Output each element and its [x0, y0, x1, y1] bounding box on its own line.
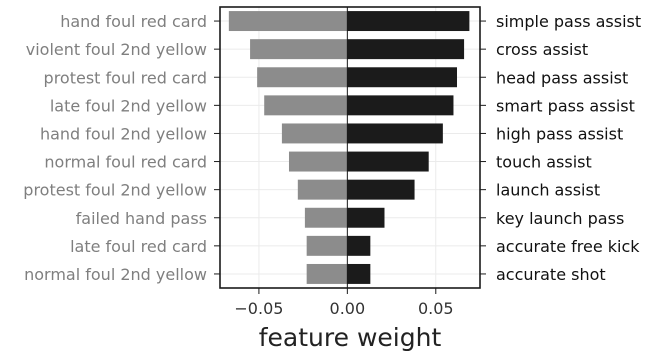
left-tick-label: late foul red card [70, 237, 207, 256]
left-tick-label: protest foul red card [44, 68, 207, 87]
bar-negative [304, 207, 348, 228]
bar-negative [228, 11, 348, 32]
x-tick-label: 0.05 [418, 299, 454, 318]
bar-positive [347, 123, 443, 144]
left-tick-label: hand foul 2nd yellow [40, 124, 207, 143]
bar-negative [250, 39, 348, 60]
left-tick-label: hand foul red card [60, 12, 207, 31]
bar-negative [288, 151, 348, 172]
bar-positive [347, 179, 415, 200]
left-tick-label: failed hand pass [76, 209, 207, 228]
right-tick-label: key launch pass [496, 209, 624, 228]
right-tick-label: accurate shot [496, 265, 606, 284]
plot-frame [219, 6, 481, 289]
bar-negative [257, 67, 348, 88]
x-tick-labels: −0.05 0.00 0.05 [234, 288, 454, 318]
right-tick-label: smart pass assist [496, 96, 635, 115]
left-tick-label: violent foul 2nd yellow [26, 40, 207, 59]
bar-positive [347, 235, 371, 256]
right-tick-label: high pass assist [496, 124, 623, 143]
bar-positive [347, 39, 465, 60]
right-tick-labels: simple pass assist cross assist head pass … [480, 12, 641, 284]
right-tick-label: simple pass assist [496, 12, 641, 31]
left-tick-label: protest foul 2nd yellow [23, 181, 207, 200]
bar-negative [297, 179, 348, 200]
bar-negative [281, 123, 348, 144]
x-tick-label: 0.00 [330, 299, 366, 318]
bars-layer [228, 11, 470, 284]
right-tick-label: launch assist [496, 181, 600, 200]
bar-positive [347, 207, 385, 228]
bar-negative [306, 263, 348, 284]
bar-positive [347, 151, 429, 172]
bar-positive [347, 11, 470, 32]
right-tick-label: cross assist [496, 40, 588, 59]
left-tick-label: normal foul red card [44, 153, 207, 172]
right-tick-label: head pass assist [496, 68, 628, 87]
bar-negative [264, 95, 348, 116]
left-tick-label: late foul 2nd yellow [50, 96, 207, 115]
bar-positive [347, 95, 454, 116]
bar-positive [347, 263, 371, 284]
x-axis-label: feature weight [259, 323, 442, 352]
right-tick-label: accurate free kick [496, 237, 640, 256]
bar-positive [347, 67, 458, 88]
x-tick-label: −0.05 [234, 299, 283, 318]
left-tick-label: normal foul 2nd yellow [24, 265, 207, 284]
right-tick-label: touch assist [496, 153, 592, 172]
bar-negative [306, 235, 348, 256]
left-tick-labels: hand foul red card violent foul 2nd yello… [23, 12, 220, 284]
